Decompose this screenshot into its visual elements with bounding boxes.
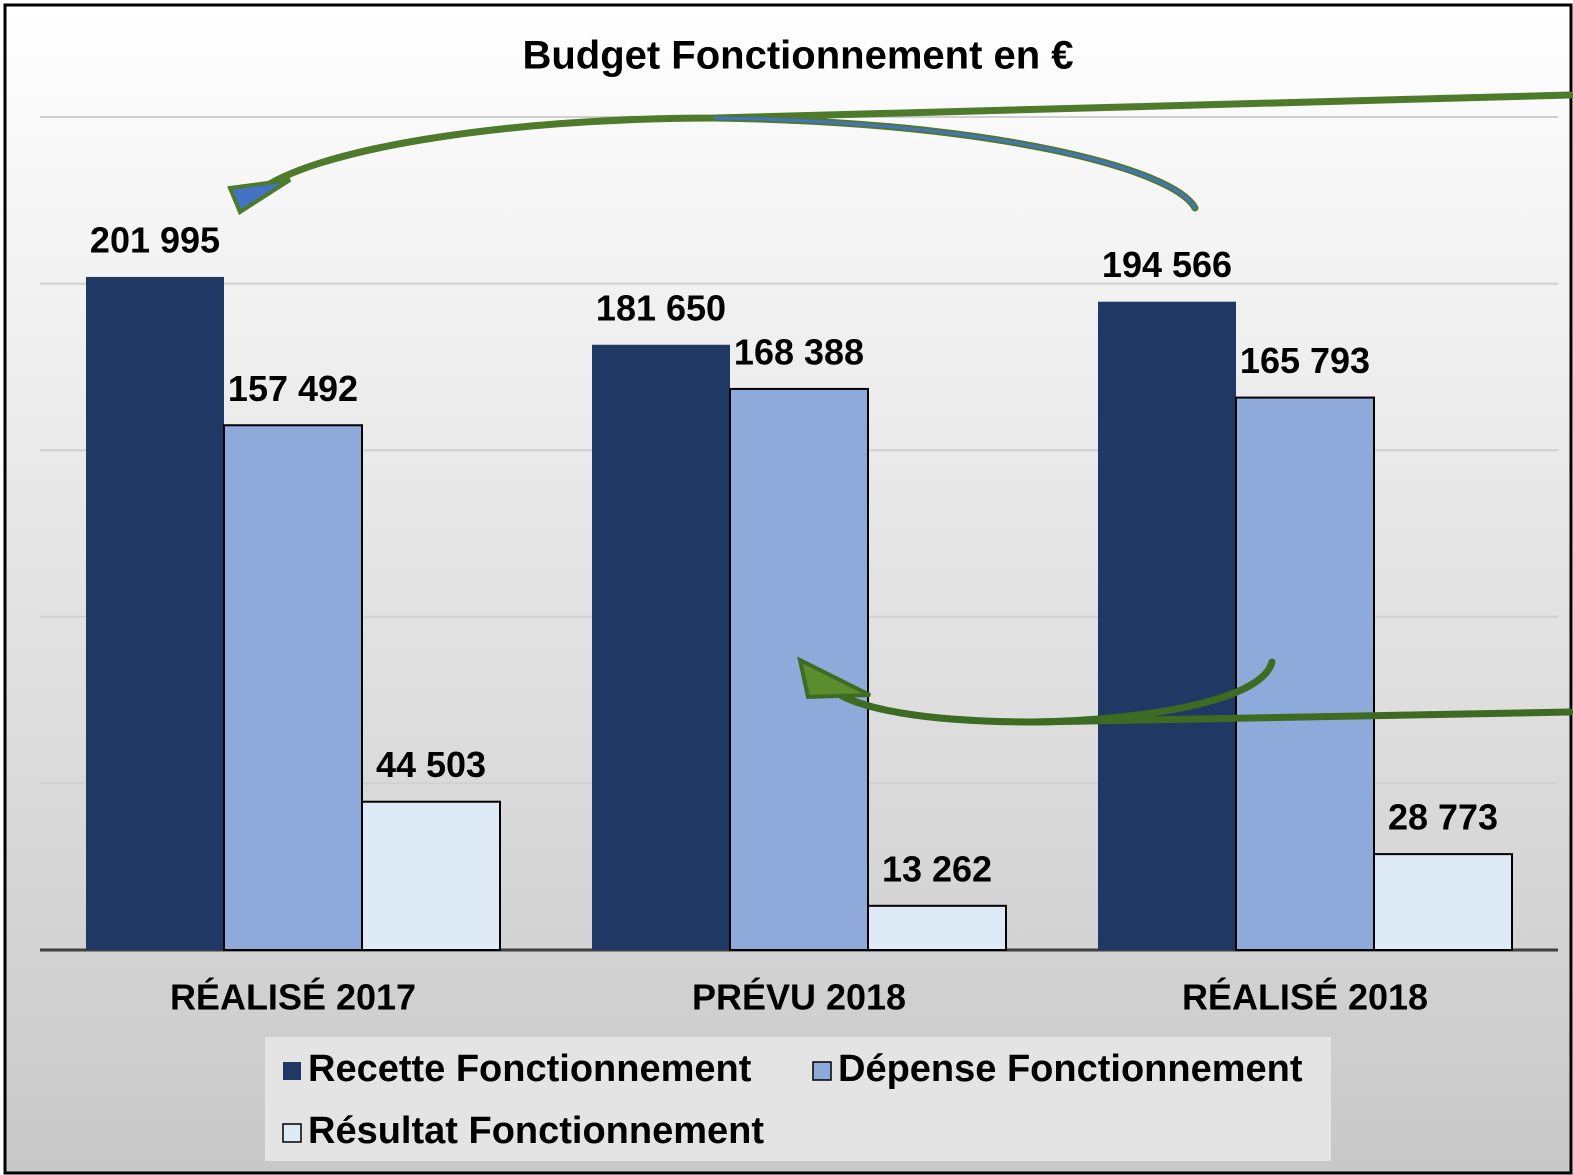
data-label: 201 995: [90, 219, 220, 260]
legend-box: [265, 1037, 1331, 1161]
legend-swatch: [812, 1061, 832, 1081]
x-tick-label: RÉALISÉ 2018: [1182, 977, 1428, 1018]
bar: [1235, 396, 1375, 952]
legend-swatch: [282, 1123, 302, 1143]
data-label: 168 388: [734, 331, 864, 372]
data-label: 13 262: [882, 848, 992, 889]
chart-title: Budget Fonctionnement en €: [522, 34, 1073, 78]
bar: [1098, 301, 1236, 951]
bar: [361, 800, 501, 951]
x-tick-label: PRÉVU 2018: [692, 977, 906, 1018]
bar: [729, 387, 869, 951]
legend-swatch: [283, 1062, 301, 1080]
legend-label: Dépense Fonctionnement: [838, 1048, 1303, 1090]
arrow: [1031, 658, 1276, 726]
data-label: 28 773: [1388, 797, 1498, 838]
arrow-head: [227, 178, 292, 215]
data-label: 44 503: [376, 744, 486, 785]
bar: [592, 344, 730, 950]
legend-label: Recette Fonctionnement: [308, 1048, 752, 1090]
bar: [223, 424, 363, 952]
arrows: [227, 91, 1573, 726]
bar: [1373, 853, 1513, 951]
plot-area: RÉALISÉ 2017 201 995 157 492 44 503 PRÉVU 20…: [40, 116, 1558, 1018]
data-label: 194 566: [1102, 244, 1232, 285]
data-label: 181 650: [596, 287, 726, 328]
arrow: [254, 91, 1573, 196]
bar: [867, 904, 1007, 952]
x-tick-label: RÉALISÉ 2017: [170, 977, 416, 1018]
legend-label: Résultat Fonctionnement: [308, 1110, 764, 1152]
bar: [86, 276, 224, 951]
data-label: 157 492: [228, 368, 358, 409]
arrow: [713, 116, 1197, 210]
arrow-head: [797, 656, 871, 700]
data-label: 165 793: [1240, 340, 1370, 381]
arrow: [831, 688, 1573, 726]
